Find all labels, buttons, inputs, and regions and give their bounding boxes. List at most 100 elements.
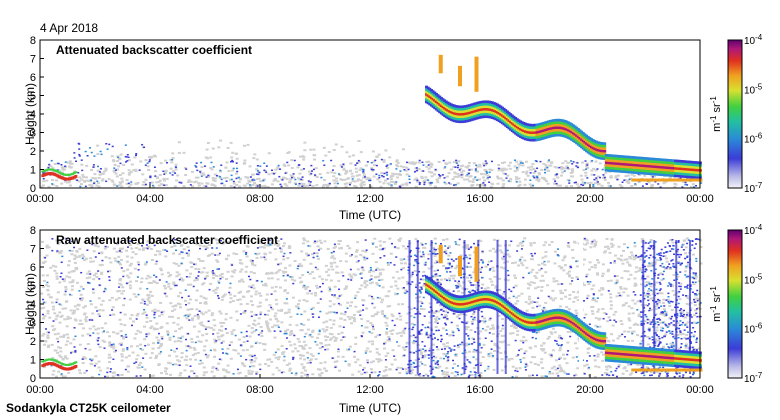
noise-cell — [166, 271, 170, 274]
layer-cell — [664, 166, 668, 169]
noise-cell — [237, 338, 241, 341]
layer-cell — [557, 128, 560, 132]
noise-cell — [387, 335, 391, 338]
layer-cell — [553, 121, 557, 125]
layer-cell — [487, 105, 491, 109]
noise-cell — [255, 158, 259, 161]
noise-cell — [186, 181, 190, 184]
noise-cell — [491, 183, 495, 186]
noise-cell — [692, 334, 696, 337]
noise-cell — [500, 167, 504, 170]
layer-cell — [458, 117, 461, 121]
noise-cell — [638, 173, 642, 176]
layer-cell — [487, 113, 491, 116]
noise-cell — [518, 367, 522, 370]
layer-cell — [672, 159, 676, 163]
layer-cell — [481, 110, 485, 114]
speckle-cell — [286, 161, 289, 164]
noise-cell — [129, 272, 133, 275]
speckle-cell — [484, 184, 487, 186]
noise-cell — [687, 312, 691, 315]
noise-cell — [178, 303, 182, 306]
noise-cell — [423, 364, 427, 367]
noise-cell — [172, 281, 176, 284]
layer-cell — [474, 109, 478, 113]
noise-cell — [385, 317, 389, 320]
noise-cell — [135, 280, 139, 283]
noise-cell — [352, 316, 356, 319]
noise-cell — [276, 324, 280, 327]
noise-cell — [290, 167, 294, 170]
noise-cell — [463, 178, 467, 181]
layer-cell — [634, 161, 638, 164]
noise-cell — [446, 345, 450, 348]
speckle-cell — [454, 183, 457, 186]
layer-cell — [593, 139, 597, 143]
noise-cell — [539, 361, 543, 364]
layer-cell — [695, 168, 699, 172]
noise-cell — [654, 308, 658, 311]
layer-cell — [519, 135, 523, 138]
noise-cell — [509, 324, 513, 327]
noise-cell — [422, 278, 426, 281]
noise-cell — [197, 182, 201, 185]
layer-cell — [687, 175, 691, 179]
noise-cell — [255, 256, 259, 259]
noise-cell — [522, 336, 526, 339]
speckle-cell — [126, 160, 129, 162]
noise-cell — [488, 277, 492, 280]
layer-cell — [565, 135, 569, 139]
layer-cell — [660, 170, 664, 174]
noise-cell — [377, 153, 381, 156]
noise-cell — [314, 167, 318, 170]
noise-cell — [621, 262, 625, 265]
noise-cell — [165, 367, 169, 370]
layer-cell — [651, 162, 655, 166]
noise-cell — [566, 244, 570, 247]
noise-cell — [299, 265, 303, 268]
noise-cell — [413, 178, 417, 181]
layer-cell — [486, 115, 490, 119]
layer-cell — [575, 129, 579, 132]
noise-cell — [397, 344, 401, 347]
layer-cell — [426, 99, 430, 102]
layer-cell — [621, 160, 625, 163]
noise-cell — [220, 329, 224, 332]
noise-cell — [585, 242, 589, 245]
noise-cell — [649, 371, 653, 374]
noise-cell — [176, 295, 180, 298]
noise-cell — [125, 255, 129, 258]
noise-cell — [319, 342, 323, 345]
layer-cell — [500, 106, 504, 110]
noise-cell — [382, 347, 386, 350]
noise-cell — [46, 331, 50, 334]
noise-cell — [607, 184, 611, 187]
noise-cell — [360, 317, 364, 320]
layer-cell — [575, 126, 579, 130]
speckle-cell — [466, 173, 469, 176]
layer-cell — [476, 109, 480, 112]
surface-layer-cell — [690, 178, 694, 182]
noise-cell — [424, 176, 428, 179]
noise-cell — [370, 332, 374, 335]
noise-cell — [490, 280, 494, 283]
surface-layer-cell — [67, 173, 71, 176]
noise-cell — [388, 339, 392, 342]
noise-cell — [572, 300, 576, 303]
noise-cell — [121, 286, 125, 289]
speckle-cell — [592, 183, 595, 186]
noise-cell — [63, 180, 67, 183]
speckle-cell — [458, 169, 461, 171]
noise-cell — [422, 308, 426, 311]
noise-cell — [149, 327, 153, 330]
noise-cell — [392, 181, 396, 184]
noise-cell — [396, 165, 400, 168]
noise-cell — [386, 182, 390, 185]
layer-cell — [505, 112, 509, 116]
layer-cell — [581, 144, 585, 148]
noise-cell — [345, 171, 349, 174]
surface-layer-cell — [64, 177, 68, 181]
panel-title: Attenuated backscatter coefficient — [56, 43, 252, 57]
layer-cell — [680, 162, 684, 166]
layer-cell — [619, 160, 623, 163]
